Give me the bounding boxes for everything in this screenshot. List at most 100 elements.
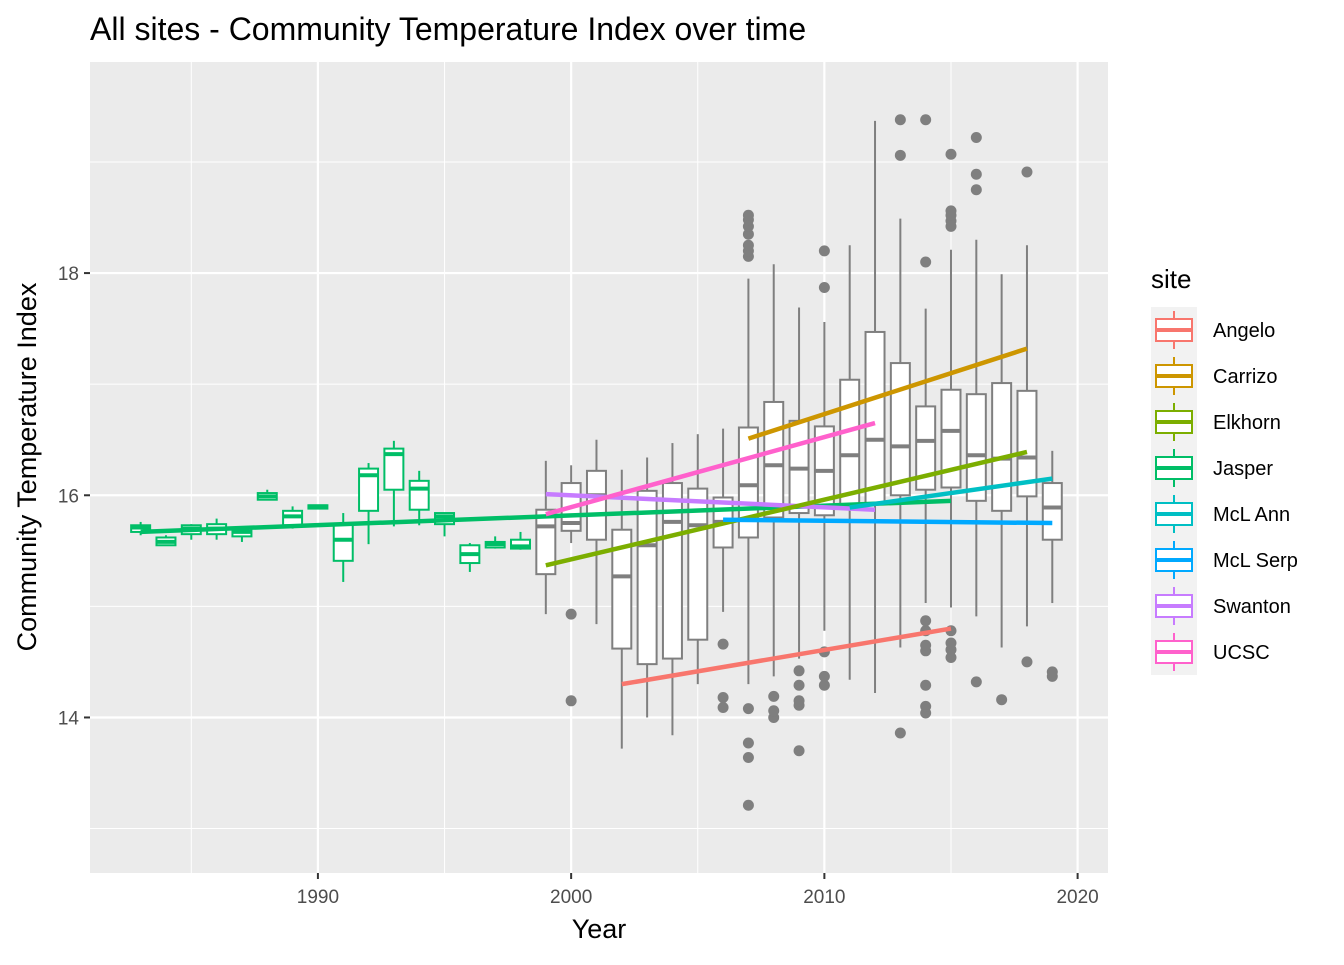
- boxplot: [864, 120, 886, 694]
- boxplot: [915, 114, 937, 719]
- boxplot-box: [661, 482, 683, 660]
- boxplot: [535, 460, 557, 615]
- legend-item: McL Serp: [1151, 537, 1298, 583]
- boxplot-outlier-point: [565, 695, 577, 707]
- x-tick-label: 2000: [550, 887, 592, 908]
- boxplot-outlier-point: [970, 184, 982, 196]
- boxplot-box: [510, 538, 531, 550]
- legend-item: Carrizo: [1151, 353, 1277, 399]
- boxplot-box: [965, 393, 987, 502]
- boxplot-outlier-point: [920, 615, 932, 627]
- y-axis: 14 16 18: [58, 264, 90, 729]
- boxplot-outlier-point: [818, 245, 830, 257]
- boxplot: [965, 132, 987, 688]
- boxplot-outlier-point: [920, 679, 932, 691]
- trend-line-mcl-serp: [723, 517, 1053, 526]
- boxplot-outlier-point: [793, 695, 805, 707]
- boxplot-box: [358, 467, 380, 512]
- x-tick-label: 2020: [1056, 887, 1098, 908]
- legend-item-label: Swanton: [1213, 596, 1291, 618]
- boxplot-outlier-point: [970, 168, 982, 180]
- trend-lines-layer: [140, 346, 1053, 687]
- boxplot-box: [839, 378, 861, 508]
- boxplot-outlier-point: [894, 727, 906, 739]
- legend-item-label: McL Ann: [1213, 504, 1290, 526]
- boxplot-outlier-point: [920, 700, 932, 712]
- boxplot-outlier-point: [742, 703, 754, 715]
- boxplot-outlier-point: [894, 149, 906, 161]
- legend: site Angelo Carrizo Elkhorn Jasper McL Ann Mc…: [1151, 264, 1298, 675]
- boxplot: [636, 457, 658, 718]
- boxplot-outlier-point: [920, 114, 932, 126]
- boxplot-box: [763, 400, 785, 519]
- trend-line-angelo: [621, 626, 952, 687]
- boxplot-box: [383, 447, 405, 491]
- boxplot-box: [332, 523, 354, 562]
- boxplot-outlier-point: [717, 638, 729, 650]
- y-tick-label: 18: [58, 264, 79, 285]
- boxplot-box: [611, 528, 633, 650]
- boxplot-box: [1016, 389, 1038, 498]
- boxplot-outlier-point: [742, 751, 754, 763]
- boxplot-outlier-point: [970, 676, 982, 688]
- boxplot-outlier-point: [945, 205, 957, 217]
- boxplot-outlier-point: [565, 608, 577, 620]
- legend-item: UCSC: [1151, 629, 1270, 675]
- chart-title: All sites - Community Temperature Index …: [90, 11, 806, 47]
- boxplot: [889, 114, 911, 739]
- boxplot-outlier-point: [945, 637, 957, 649]
- boxplot-outlier-point: [818, 670, 830, 682]
- boxplot-outlier-point: [793, 665, 805, 677]
- boxplot-outlier-point: [768, 705, 780, 717]
- boxplot-outlier-point: [717, 691, 729, 703]
- boxplot-box: [889, 362, 911, 497]
- trend-line-elkhorn: [545, 449, 1028, 568]
- legend-item-label: UCSC: [1213, 642, 1270, 664]
- boxplot-box: [864, 330, 886, 506]
- boxplot-outlier-point: [742, 799, 754, 811]
- boxplot-outlier-point: [920, 639, 932, 651]
- boxplot: [839, 245, 861, 680]
- boxplot: [383, 440, 405, 527]
- boxplot-outlier-point: [970, 132, 982, 144]
- boxplot-outlier-point: [742, 239, 754, 251]
- boxplot: [307, 504, 329, 510]
- boxplot: [459, 543, 481, 572]
- legend-item: Jasper: [1151, 445, 1273, 491]
- legend-item-label: Elkhorn: [1213, 412, 1281, 434]
- legend-item: McL Ann: [1151, 491, 1290, 537]
- legend-item-label: McL Serp: [1213, 550, 1298, 572]
- boxplot-outlier-point: [945, 148, 957, 160]
- x-axis-title: Year: [572, 914, 627, 944]
- x-tick-label: 1990: [297, 887, 339, 908]
- legend-item-label: Angelo: [1213, 320, 1275, 342]
- legend-item: Angelo: [1151, 307, 1275, 353]
- boxplot-outlier-point: [742, 228, 754, 240]
- boxplot-outlier-point: [793, 679, 805, 691]
- boxplot: [1041, 450, 1063, 682]
- plot-panel: [90, 62, 1108, 873]
- boxplot: [737, 209, 759, 811]
- legend-item-label: Carrizo: [1213, 366, 1277, 388]
- trend-line-ucsc: [545, 420, 876, 517]
- boxplot-box: [915, 405, 937, 491]
- boxplot-outlier-point: [793, 745, 805, 757]
- boxplot-box: [636, 489, 658, 666]
- legend-item: Elkhorn: [1151, 399, 1281, 445]
- boxplot-outlier-point: [717, 701, 729, 713]
- boxplot-box: [585, 469, 607, 541]
- x-axis: 1990 2000 2010 2020: [297, 873, 1099, 908]
- legend-title: site: [1151, 264, 1191, 294]
- boxplot-outlier-point: [742, 737, 754, 749]
- trend-line-carrizo: [747, 346, 1028, 441]
- boxplot: [510, 531, 531, 550]
- boxplot: [256, 489, 278, 501]
- boxplot: [1016, 166, 1038, 668]
- boxplot-outlier-point: [742, 209, 754, 221]
- boxplot-box: [991, 382, 1013, 512]
- boxplot-outlier-point: [768, 690, 780, 702]
- boxplot: [358, 463, 380, 545]
- boxplot-outlier-point: [818, 282, 830, 294]
